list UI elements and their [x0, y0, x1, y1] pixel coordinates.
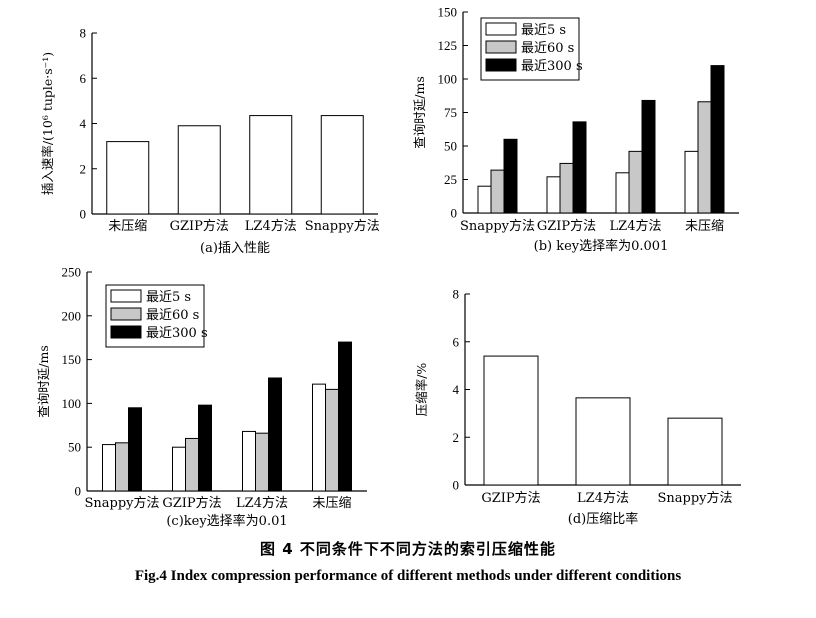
bar	[177, 125, 221, 215]
legend-swatch	[485, 40, 517, 54]
x-tick-label: Snappy方法	[460, 218, 535, 234]
y-tick-label: 6	[80, 71, 87, 86]
bar	[102, 444, 116, 492]
y-tick-label: 4	[80, 116, 87, 131]
x-tick-label: LZ4方法	[236, 495, 288, 511]
legend-swatch	[110, 325, 142, 339]
bar	[185, 437, 199, 492]
bar	[477, 185, 492, 214]
bar	[249, 115, 293, 215]
chart-panel-d: 0 2 4 6 8 压缩率/% GZIP方法 LZ4方法 Snappy方法 (d)压缩比率	[414, 287, 741, 527]
x-tick-label: LZ4方法	[245, 218, 297, 234]
y-tick-label: 150	[62, 352, 82, 367]
bar	[575, 397, 631, 486]
bar	[172, 446, 186, 492]
bar	[242, 430, 256, 492]
bar	[503, 138, 518, 214]
figure-caption-english: Fig.4 Index compression performance of d…	[134, 568, 682, 584]
legend-label: 最近5 s	[146, 290, 191, 305]
y-tick-label: 100	[438, 72, 458, 87]
bar	[325, 388, 339, 492]
y-tick-label: 150	[438, 5, 458, 20]
chart-panel-a: 0 2 4 6 8 插入速率/(10⁶ tuple·s⁻¹) 未压缩 GZIP方法 LZ4方法 S…	[40, 26, 380, 257]
x-tick-label: 未压缩	[685, 218, 724, 234]
panel-caption: (c)key选择率为0.01	[166, 513, 287, 529]
y-tick-label: 125	[438, 38, 458, 53]
bar	[198, 404, 212, 492]
panel-caption: (a)插入性能	[200, 241, 270, 256]
legend-label: 最近60 s	[146, 308, 199, 323]
panel-caption: (b) key选择率为0.001	[534, 238, 669, 254]
bar	[546, 176, 561, 214]
y-tick-label: 75	[444, 105, 457, 120]
bar	[106, 141, 150, 215]
x-tick-label: GZIP方法	[170, 218, 229, 234]
y-tick-label: 8	[80, 26, 87, 41]
legend-label: 最近60 s	[521, 41, 574, 56]
bar	[312, 383, 326, 492]
bar	[572, 121, 587, 214]
y-tick-label: 0	[451, 206, 458, 221]
bar	[684, 150, 699, 214]
y-tick-label: 50	[444, 139, 457, 154]
y-tick-label: 200	[62, 308, 82, 323]
x-tick-label: Snappy方法	[84, 495, 159, 511]
chart-panel-b: 0 25 50 75 100 125 150 查询时延/ms Snappy方法 GZIP方法 LZ4…	[412, 5, 739, 254]
bar	[338, 341, 352, 492]
bar	[628, 150, 643, 214]
y-tick-label: 0	[75, 484, 82, 499]
y-tick-label: 25	[444, 172, 457, 187]
y-tick-label: 2	[453, 430, 460, 445]
y-axis-label: 插入速率/(10⁶ tuple·s⁻¹)	[40, 52, 55, 195]
y-tick-label: 6	[453, 334, 460, 349]
y-axis-label: 查询时延/ms	[412, 76, 427, 148]
legend-swatch	[485, 58, 517, 72]
y-tick-label: 2	[80, 161, 87, 176]
bar	[128, 407, 142, 492]
y-tick-label: 250	[62, 265, 82, 280]
x-tick-label: GZIP方法	[162, 495, 221, 511]
chart-panel-c: 0 50 100 150 200 250 查询时延/ms Snappy方法 GZIP方法 LZ4方…	[36, 265, 367, 529]
bar	[641, 99, 656, 214]
y-axis-label: 查询时延/ms	[36, 345, 51, 417]
bar	[615, 172, 630, 214]
panel-caption: (d)压缩比率	[568, 511, 638, 527]
bar	[320, 115, 364, 215]
bar	[697, 101, 712, 214]
x-tick-label: 未压缩	[108, 218, 147, 234]
legend-swatch	[110, 289, 142, 303]
bar	[483, 355, 539, 486]
y-axis-label: 压缩率/%	[414, 363, 429, 417]
bar	[667, 417, 723, 486]
bar	[255, 432, 269, 492]
x-tick-label: LZ4方法	[577, 490, 629, 506]
legend-swatch	[485, 22, 517, 36]
figure-caption-chinese: 图 4 不同条件下不同方法的索引压缩性能	[260, 540, 556, 558]
legend-label: 最近300 s	[146, 326, 208, 341]
y-tick-label: 4	[453, 382, 460, 397]
x-tick-label: GZIP方法	[481, 490, 540, 506]
x-tick-label: GZIP方法	[537, 218, 596, 234]
bar	[559, 162, 574, 214]
bar	[115, 442, 129, 492]
legend-swatch	[110, 307, 142, 321]
x-tick-label: LZ4方法	[610, 218, 662, 234]
x-tick-label: Snappy方法	[657, 490, 732, 506]
x-tick-label: 未压缩	[312, 495, 351, 511]
y-tick-label: 8	[453, 287, 460, 302]
y-tick-label: 100	[62, 396, 82, 411]
x-tick-label: Snappy方法	[305, 218, 380, 234]
bar	[490, 169, 505, 214]
bar	[268, 377, 282, 492]
y-tick-label: 50	[68, 440, 81, 455]
legend-label: 最近5 s	[521, 23, 566, 38]
y-tick-label: 0	[453, 478, 460, 493]
bar	[710, 65, 725, 214]
legend-label: 最近300 s	[521, 59, 583, 74]
y-tick-label: 0	[80, 207, 87, 222]
